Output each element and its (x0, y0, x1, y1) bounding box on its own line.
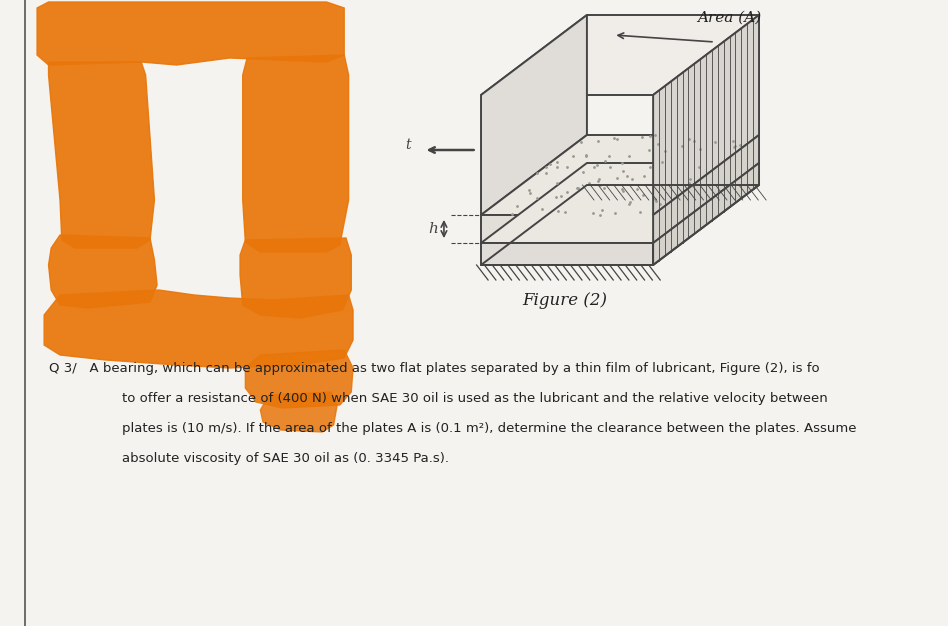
Polygon shape (243, 55, 349, 252)
Polygon shape (481, 215, 653, 243)
Text: absolute viscosity of SAE 30 oil as (0. 3345 Pa.s).: absolute viscosity of SAE 30 oil as (0. … (88, 452, 449, 465)
Polygon shape (246, 350, 353, 408)
Polygon shape (37, 2, 344, 65)
Polygon shape (45, 290, 353, 368)
Polygon shape (653, 15, 759, 215)
Text: plates is (10 m/s). If the area of the plates A is (0.1 m²), determine the clear: plates is (10 m/s). If the area of the p… (88, 422, 857, 435)
Polygon shape (48, 235, 157, 308)
Polygon shape (481, 15, 587, 215)
Polygon shape (240, 238, 352, 318)
Polygon shape (481, 243, 653, 265)
Polygon shape (481, 15, 759, 95)
Polygon shape (481, 135, 759, 215)
Polygon shape (48, 62, 155, 248)
Text: h: h (428, 222, 438, 236)
Text: to offer a resistance of (400 N) when SAE 30 oil is used as the lubricant and th: to offer a resistance of (400 N) when SA… (88, 392, 828, 405)
Polygon shape (653, 135, 759, 243)
Text: Area (A): Area (A) (697, 11, 761, 25)
Polygon shape (653, 163, 759, 265)
Text: Q 3/   A bearing, which can be approximated as two flat plates separated by a th: Q 3/ A bearing, which can be approximate… (48, 362, 819, 375)
Polygon shape (261, 392, 337, 432)
Text: Figure (2): Figure (2) (522, 292, 608, 309)
Polygon shape (481, 163, 759, 243)
Text: t: t (405, 138, 410, 152)
